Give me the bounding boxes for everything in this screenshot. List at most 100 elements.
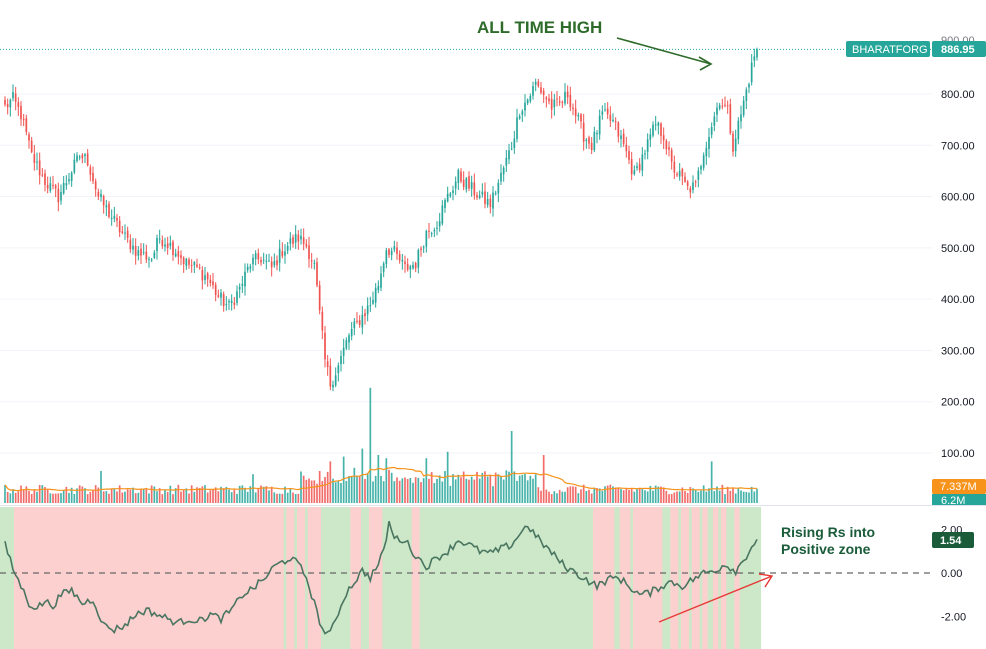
candle: [572, 103, 574, 116]
candle-body: [598, 115, 601, 135]
price-badge-label: 886.95: [941, 44, 975, 56]
volume-bar: [265, 486, 268, 503]
volume-bar: [409, 478, 412, 503]
candle-body: [380, 273, 382, 288]
candle-body: [36, 161, 38, 163]
volume-bar: [124, 491, 126, 503]
candle-body: [572, 107, 574, 110]
volume-bar: [345, 481, 348, 503]
volume-bar: [4, 484, 6, 503]
candle-body: [97, 191, 100, 197]
candle: [350, 322, 353, 341]
candle-body: [729, 104, 732, 134]
candle: [158, 229, 161, 244]
candle-body: [582, 122, 585, 142]
volume-bar: [244, 487, 246, 503]
volume-bar: [172, 494, 174, 503]
candle-body: [217, 295, 220, 297]
candle: [12, 84, 14, 102]
candle-body: [316, 262, 318, 286]
candle-body: [550, 98, 553, 110]
volume-bar: [116, 491, 118, 503]
volume-bar: [537, 487, 540, 503]
volume-bar: [412, 482, 414, 503]
volume-bar: [518, 475, 521, 503]
candle: [462, 171, 465, 191]
candle-body: [401, 259, 404, 262]
candle: [65, 175, 68, 190]
volume-bar: [302, 475, 305, 503]
volume-bar: [753, 491, 756, 503]
candle: [510, 141, 513, 151]
candle: [681, 167, 684, 185]
volume-bar: [204, 485, 206, 503]
candle-body: [86, 153, 89, 166]
volume-bar: [140, 488, 142, 503]
candle: [684, 172, 686, 183]
volume-bar: [689, 487, 692, 503]
volume-bar: [54, 493, 57, 503]
candle-body: [350, 328, 353, 337]
candle-body: [641, 154, 644, 171]
candle: [620, 129, 622, 148]
volume-bar: [700, 490, 702, 503]
volume-bar: [417, 477, 420, 503]
candle-body: [249, 266, 252, 269]
candle-body: [668, 147, 670, 150]
candle-body: [364, 313, 366, 317]
candle-body: [124, 232, 126, 234]
volume-bar: [676, 491, 678, 503]
candle: [30, 136, 33, 154]
candle: [49, 176, 52, 193]
candle: [308, 236, 310, 268]
candle-body: [318, 285, 321, 311]
candle-body: [105, 205, 108, 208]
candle: [406, 258, 409, 272]
volume-bar: [340, 483, 342, 503]
volume-bar: [390, 472, 393, 503]
candle: [734, 129, 737, 157]
volume-ma-line: [4, 466, 758, 492]
candle-body: [52, 184, 54, 186]
candle: [486, 191, 489, 208]
volume-bar: [404, 477, 406, 503]
candle: [740, 105, 742, 129]
candle: [518, 113, 521, 120]
candle: [36, 152, 38, 171]
volume-bar: [334, 482, 337, 503]
volume-bar: [372, 481, 374, 503]
candle: [217, 289, 220, 298]
candle: [137, 246, 140, 261]
candle: [206, 271, 209, 287]
candle: [657, 121, 660, 135]
volume-bar: [358, 476, 361, 503]
price-tick-label: 600.00: [941, 192, 975, 204]
candle-body: [366, 305, 369, 315]
all-time-high-arrowhead: [698, 56, 713, 71]
candle: [649, 128, 652, 148]
candle-body: [534, 81, 537, 85]
candle: [422, 245, 425, 253]
candle-body: [465, 178, 468, 190]
candle: [25, 114, 28, 136]
volume-bar: [620, 489, 622, 503]
volume-bar: [260, 485, 262, 503]
candle: [86, 149, 89, 167]
volume-bar: [374, 475, 377, 503]
all-time-high-label: ALL TIME HIGH: [477, 18, 602, 37]
candle: [502, 165, 505, 182]
volume-bar: [452, 474, 454, 503]
volume-bar: [137, 492, 140, 503]
volume-bar: [433, 483, 436, 503]
candle: [540, 82, 542, 95]
candle: [321, 306, 324, 340]
candle: [641, 147, 644, 177]
candle: [748, 82, 750, 94]
volume-bar: [633, 491, 636, 503]
volume-bar: [44, 487, 46, 503]
candle: [497, 179, 500, 203]
volume-bar: [622, 490, 625, 503]
candle: [366, 297, 369, 322]
